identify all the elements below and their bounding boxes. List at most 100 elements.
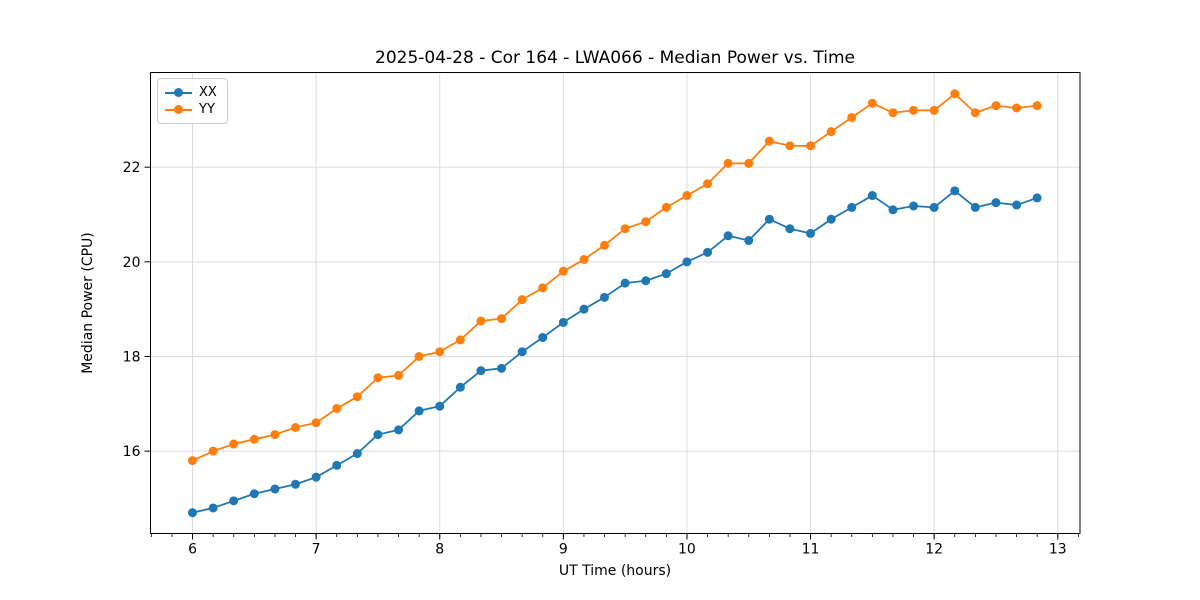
series-yy-point	[517, 295, 527, 305]
series-yy-point	[682, 191, 692, 201]
series-xx-point	[909, 201, 919, 211]
series-xx-point	[744, 236, 754, 246]
series-yy-point	[661, 202, 671, 212]
series-yy-line	[192, 92, 1038, 462]
series-yy-point	[476, 316, 486, 326]
plot-border	[150, 72, 1081, 534]
series-yy-point	[599, 240, 609, 250]
series-xx-point	[229, 496, 239, 506]
series-yy-point	[394, 370, 404, 380]
y-tick-label: 20	[123, 255, 141, 271]
series-xx-point	[435, 401, 445, 411]
series-yy-point	[991, 101, 1001, 111]
series-xx-point	[455, 382, 465, 392]
x-axis-label: UT Time (hours)	[558, 563, 672, 579]
series-yy-point	[744, 158, 754, 168]
series-xx-point	[641, 276, 651, 286]
series-xx-point	[270, 484, 280, 494]
series-yy-point	[909, 105, 919, 115]
series-xx-point	[517, 347, 527, 357]
series-yy-point	[847, 112, 857, 122]
series-yy-point	[764, 136, 774, 146]
series-xx-point	[1032, 193, 1042, 203]
series-yy-point	[723, 158, 733, 168]
x-tick-label: 8	[435, 542, 444, 558]
series-xx-point	[826, 214, 836, 224]
x-tick-label: 7	[312, 542, 321, 558]
series-yy-point	[270, 430, 280, 440]
series-xx-point	[332, 460, 342, 470]
series-xx-point	[599, 292, 609, 302]
series-xx-point	[703, 247, 713, 257]
series-xx-point	[785, 224, 795, 234]
series-xx-point	[538, 333, 548, 343]
series-yy-point	[558, 266, 568, 276]
series-xx-point	[497, 363, 507, 373]
series-yy-point	[290, 422, 300, 432]
series-xx-point	[394, 425, 404, 435]
series-xx-point	[188, 508, 198, 518]
series-xx-point	[806, 228, 816, 238]
series-xx-point	[847, 202, 857, 212]
series-yy-point	[538, 283, 548, 293]
series-xx-point	[970, 202, 980, 212]
series-xx-point	[950, 186, 960, 196]
series-xx-point	[929, 202, 939, 212]
x-tick-label: 12	[925, 542, 943, 558]
y-tick-label: 22	[123, 160, 141, 176]
legend-item-yy: YY	[165, 101, 219, 118]
series-yy-point	[455, 335, 465, 345]
x-tick-label: 6	[188, 542, 197, 558]
legend: XX YY	[157, 78, 228, 124]
series-xx-point	[414, 406, 424, 416]
series-yy-point	[785, 141, 795, 151]
legend-label-yy: YY	[199, 102, 215, 117]
x-tick-label: 13	[1049, 542, 1067, 558]
series-yy-point	[579, 254, 589, 264]
series-yy-point	[826, 127, 836, 137]
series-xx-point	[888, 205, 898, 215]
series-yy-point	[188, 456, 198, 466]
series-yy-point	[352, 392, 362, 402]
series-yy-point	[208, 446, 218, 456]
chart-title: 2025-04-28 - Cor 164 - LWA066 - Median P…	[375, 48, 855, 68]
series-xx-point	[373, 430, 383, 440]
series-xx-point	[249, 489, 259, 499]
series-xx-point	[620, 278, 630, 288]
series-yy-point	[497, 314, 507, 324]
series-xx-point	[723, 231, 733, 241]
series-yy-point	[1032, 101, 1042, 111]
legend-marker-yy-icon	[165, 104, 192, 115]
series-yy-point	[806, 141, 816, 151]
series-xx-point	[764, 214, 774, 224]
series-yy-point	[970, 108, 980, 118]
series-xx-line	[192, 189, 1038, 514]
series-yy-point	[414, 351, 424, 361]
legend-marker-xx-icon	[165, 87, 192, 98]
series-yy-point	[703, 179, 713, 189]
series-yy-point	[332, 404, 342, 414]
series-yy-point	[929, 105, 939, 115]
series-yy-point	[1012, 103, 1022, 113]
series-xx-point	[991, 198, 1001, 208]
series-xx-point	[579, 304, 589, 314]
series-xx-point	[558, 317, 568, 327]
series-yy-point	[620, 224, 630, 234]
series-xx-point	[661, 269, 671, 279]
series-yy-point	[311, 418, 321, 428]
y-tick-label: 18	[123, 349, 141, 365]
series-yy-point	[229, 439, 239, 449]
x-tick-label: 10	[678, 542, 696, 558]
series-yy-point	[641, 217, 651, 227]
series-xx-point	[208, 503, 218, 513]
series-yy-point	[249, 434, 259, 444]
series-yy-point	[373, 373, 383, 383]
x-tick-label: 9	[559, 542, 568, 558]
series-yy-point	[888, 108, 898, 118]
series-xx-point	[352, 449, 362, 459]
series-xx-point	[311, 472, 321, 482]
series-yy-point	[950, 89, 960, 99]
legend-item-xx: XX	[165, 84, 219, 101]
